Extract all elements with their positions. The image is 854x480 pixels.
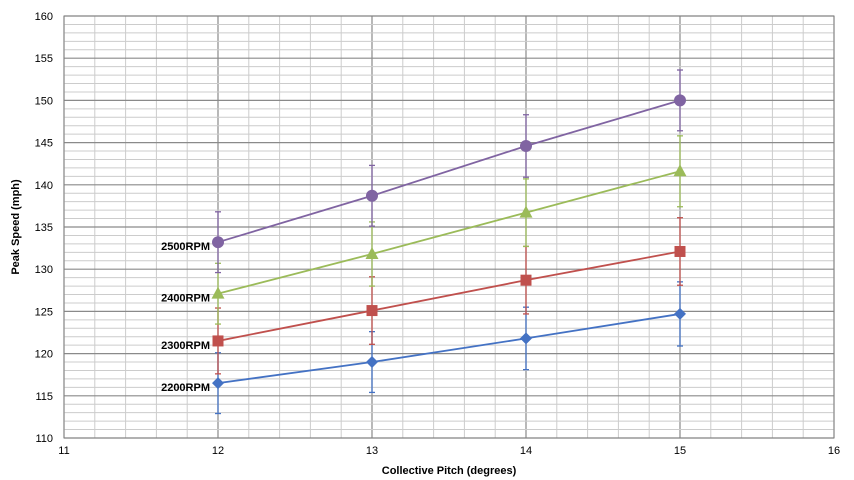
data-point: [212, 335, 224, 347]
y-axis-title: Peak Speed (mph): [10, 179, 22, 275]
data-point: [520, 332, 532, 345]
x-axis-title: Collective Pitch (degrees): [382, 465, 517, 477]
series-label-2200rpm: 2200RPM: [161, 382, 210, 394]
y-tick-label: 150: [35, 95, 53, 107]
data-point: [365, 247, 379, 260]
y-tick-label: 145: [35, 138, 53, 150]
series-label-2300rpm: 2300RPM: [161, 340, 210, 352]
x-tick-label: 11: [58, 445, 69, 457]
y-tick-label: 130: [35, 264, 53, 276]
series-line: [217, 170, 681, 295]
y-tick-label: 155: [35, 53, 53, 65]
x-tick-label: 12: [212, 445, 224, 457]
x-tick-label: 13: [366, 445, 378, 457]
series-2300rpm: 2300RPM: [161, 217, 686, 375]
grid: [63, 15, 835, 439]
y-tick-label: 120: [35, 349, 53, 361]
data-point: [211, 286, 225, 299]
series-label-2400rpm: 2400RPM: [161, 293, 210, 305]
y-tick-label: 135: [35, 222, 53, 234]
y-tick-label: 115: [35, 391, 53, 403]
data-point: [673, 164, 687, 177]
x-axis-ticks: 11 12 13 14 15 16: [58, 445, 840, 457]
y-tick-label: 125: [35, 306, 53, 318]
x-tick-label: 14: [520, 445, 532, 457]
data-point: [212, 236, 224, 249]
y-tick-label: 160: [35, 11, 53, 23]
y-tick-label: 140: [35, 180, 53, 192]
y-tick-label: 110: [35, 433, 53, 445]
series-2200rpm: 2200RPM: [161, 281, 686, 415]
data-point: [212, 377, 224, 390]
data-point: [519, 205, 533, 218]
series-line: [217, 99, 681, 244]
data-point: [520, 139, 532, 152]
series-group: 2200RPM 2300RPM 2400RPM 2500RPM: [161, 69, 687, 415]
series-line: [217, 250, 681, 342]
data-point: [674, 245, 686, 257]
data-point: [674, 307, 686, 320]
data-point: [520, 274, 532, 286]
series-2500rpm: 2500RPM: [161, 69, 686, 274]
data-point: [366, 356, 378, 369]
series-label-2500rpm: 2500RPM: [161, 241, 210, 253]
series-2400rpm: 2400RPM: [161, 135, 687, 325]
data-point: [674, 94, 686, 107]
x-tick-label: 15: [674, 445, 686, 457]
x-tick-label: 16: [828, 445, 840, 457]
plot-area: [63, 15, 835, 439]
series-line: [217, 313, 681, 385]
data-point: [366, 189, 378, 202]
data-point: [366, 305, 378, 317]
y-axis-ticks: 110 115 120 125 130 135 140 145 150 155 160: [35, 11, 53, 445]
